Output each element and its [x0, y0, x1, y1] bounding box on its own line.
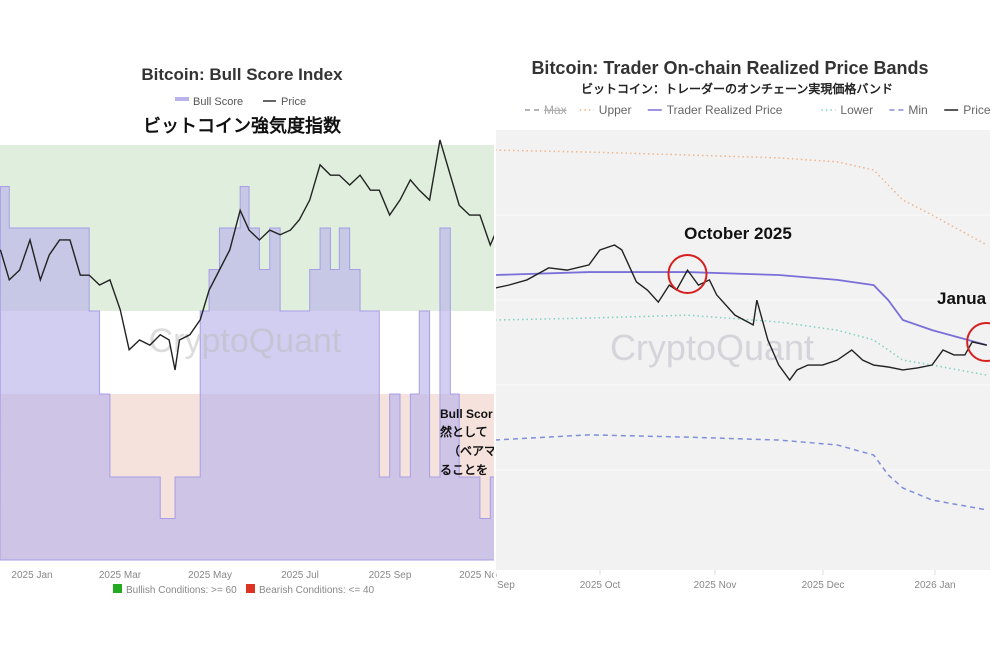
right-x-tick-label: 2026 Jan: [914, 580, 955, 591]
annotation-label: Janua: [937, 289, 987, 308]
overlay-text-line: Bull Scor: [440, 407, 493, 421]
right-x-tick-label: 2025 Dec: [802, 580, 845, 591]
annotation-label: October 2025: [684, 224, 792, 243]
left-x-tick-label: 2025 No: [459, 570, 497, 581]
overlay-text-line: 然として: [440, 424, 488, 439]
series-line-price: [494, 244, 987, 382]
bullish-legend-swatch: [113, 584, 122, 593]
bull-score-area: [0, 186, 496, 561]
legend-item-max[interactable]: Max: [544, 103, 567, 117]
series-line-min: [494, 434, 987, 511]
overlay-text-line: ることを: [440, 463, 488, 477]
series-line-trader-realized-price: [494, 271, 988, 347]
right-watermark: CryptoQuant: [610, 327, 814, 368]
right-legend: Max Upper Trader Realized Price Lower Min Pri…: [525, 103, 990, 117]
legend-price[interactable]: Price: [281, 96, 306, 108]
right-x-tick-label: 2025 Nov: [694, 580, 737, 591]
overlay-text-line: （ベアマ: [448, 443, 496, 458]
right-plot-area: [495, 130, 990, 570]
left-watermark: CryptoQuant: [149, 322, 342, 360]
right-x-tick-label: 2025 Oct: [580, 580, 621, 591]
legend-bull-score[interactable]: Bull Score: [193, 96, 243, 108]
left-x-tick-label: 2025 Jan: [11, 570, 52, 581]
annotation-circle: [667, 254, 708, 294]
series-line-upper: [494, 149, 988, 246]
bearish-legend-label: Bearish Conditions: <= 40: [259, 585, 375, 596]
left-x-tick-label: 2025 Jul: [281, 570, 319, 581]
legend-item-trader-realized-price[interactable]: Trader Realized Price: [667, 103, 783, 117]
legend-item-price[interactable]: Price: [963, 103, 990, 117]
left-chart-title: Bitcoin: Bull Score Index: [141, 65, 343, 84]
right-chart-title: Bitcoin: Trader On-chain Realized Price …: [531, 58, 928, 78]
legend-item-min[interactable]: Min: [908, 103, 927, 117]
left-x-tick-label: 2025 Mar: [99, 570, 142, 581]
bearish-legend-swatch: [246, 584, 255, 593]
right-chart-subtitle: ビットコイン：トレーダーのオンチェーン実現価格バンド: [581, 81, 893, 96]
bullish-legend-label: Bullish Conditions: >= 60: [126, 585, 237, 596]
left-x-tick-label: 2025 May: [188, 570, 232, 581]
legend-item-upper[interactable]: Upper: [599, 103, 632, 117]
panel-divider: [494, 0, 496, 600]
left-x-tick-label: 2025 Sep: [369, 570, 412, 581]
left-price-line: [0, 139, 496, 371]
right-x-tick-label: Sep: [497, 580, 515, 591]
legend-item-lower[interactable]: Lower: [840, 103, 873, 117]
annotation-circle: [966, 322, 990, 362]
bull-score-chart: Bitcoin: Bull Score Index Bull Score Pri…: [0, 65, 497, 596]
left-chart-subtitle: ビットコイン強気度指数: [143, 115, 342, 136]
realized-price-bands-chart: Bitcoin: Trader On-chain Realized Price …: [494, 58, 990, 591]
legend-bull-score-swatch: [175, 97, 189, 101]
